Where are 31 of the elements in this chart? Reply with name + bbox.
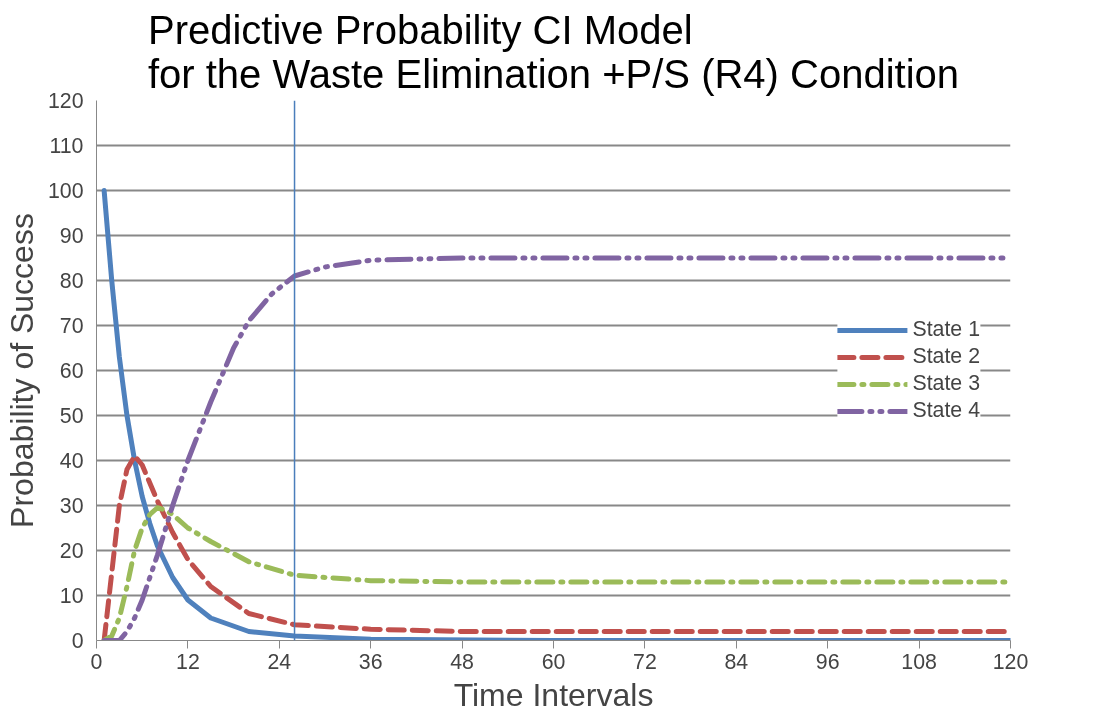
legend-label: State 4: [912, 398, 980, 423]
y-tick-label: 80: [59, 269, 84, 293]
x-tick-label: 84: [724, 649, 749, 674]
y-tick-label: 90: [59, 224, 84, 248]
chart-title: Predictive Probability CI Model for the Waste Elimination +P/S (R4) Condition: [147, 7, 960, 96]
y-axis-title: Probability of Success: [3, 213, 40, 528]
legend-label: State 3: [912, 371, 980, 396]
x-tick-label: 108: [901, 649, 937, 674]
x-tick-label: 48: [450, 649, 474, 674]
x-tick-label: 0: [90, 649, 103, 674]
x-tick-label: 120: [992, 649, 1029, 674]
x-axis-title: Time Intervals: [453, 676, 654, 713]
y-tick-label: 70: [59, 314, 84, 338]
legend-label: State 2: [912, 344, 980, 369]
y-tick-label: 60: [59, 359, 84, 383]
x-tick-label: 24: [267, 649, 292, 674]
y-tick-label: 0: [71, 629, 84, 653]
y-tick-label: 10: [59, 584, 84, 608]
x-tick-label: 72: [633, 649, 657, 674]
y-tick-label: 50: [59, 404, 84, 428]
legend-label: State 1: [912, 317, 980, 342]
y-tick-label: 100: [47, 179, 84, 203]
x-tick-label: 96: [815, 649, 840, 674]
y-tick-label: 20: [59, 539, 84, 563]
y-tick-label: 30: [59, 494, 84, 518]
y-tick-label: 110: [49, 134, 84, 158]
x-tick-label: 12: [176, 649, 200, 674]
x-tick-label: 36: [358, 649, 383, 674]
y-tick-label: 40: [59, 449, 84, 473]
x-tick-label: 60: [541, 649, 566, 674]
y-tick-label: 120: [47, 89, 84, 113]
